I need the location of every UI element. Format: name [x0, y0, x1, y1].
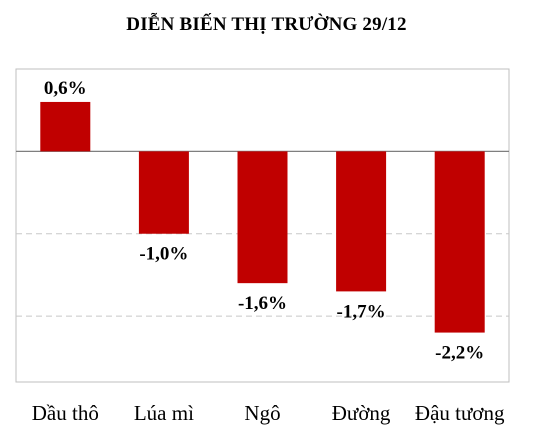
category-label-4: Đậu tương — [415, 401, 505, 425]
bars — [40, 101, 485, 333]
data-labels: 0,6% -1,0% -1,6% -1,7% -2,2% — [44, 78, 484, 364]
plot-frame — [15, 68, 510, 383]
category-label-1: Lúa mì — [134, 401, 194, 425]
bar-3 — [336, 151, 387, 292]
category-labels: Dầu thô Lúa mì Ngô Đường Đậu tương — [32, 401, 505, 425]
data-label-0: 0,6% — [44, 78, 87, 99]
gridlines — [16, 233, 509, 317]
bar-0 — [40, 101, 91, 152]
category-label-2: Ngô — [244, 401, 280, 425]
bar-1 — [138, 151, 189, 234]
bar-4 — [434, 151, 485, 333]
category-label-0: Dầu thô — [32, 401, 99, 425]
chart-title: DIỄN BIẾN THỊ TRƯỜNG 29/12 — [126, 14, 407, 35]
data-label-4: -2,2% — [435, 343, 484, 364]
data-label-1: -1,0% — [139, 244, 188, 265]
data-label-3: -1,7% — [337, 301, 386, 322]
bar-2 — [237, 151, 288, 284]
data-label-2: -1,6% — [238, 293, 287, 314]
category-label-3: Đường — [332, 401, 391, 425]
